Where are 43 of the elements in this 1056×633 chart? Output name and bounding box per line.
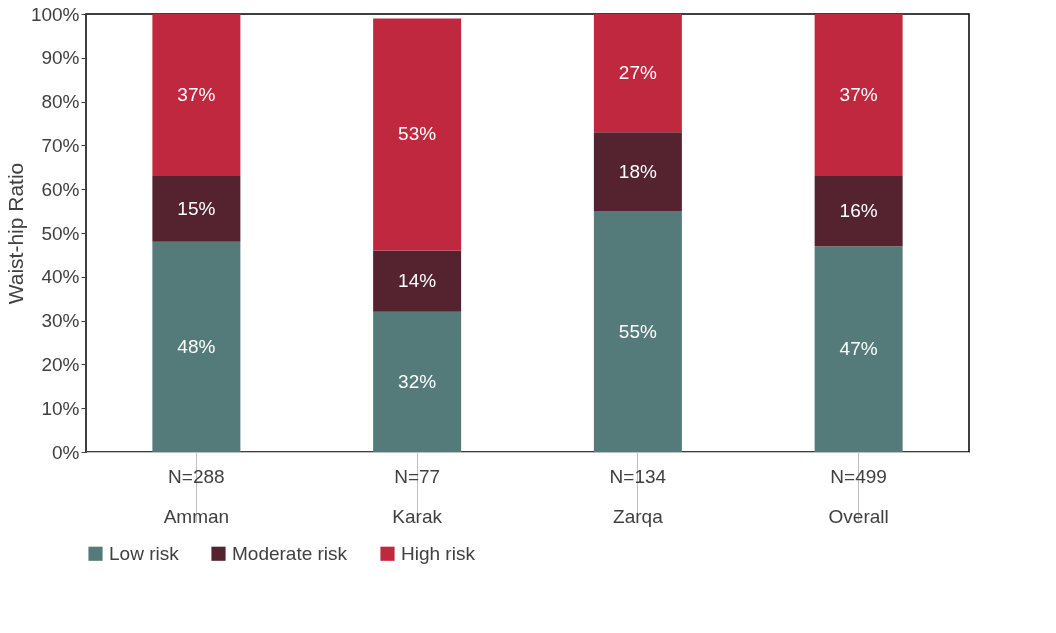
y-tick-label: 50% xyxy=(41,222,80,244)
legend-label: Low risk xyxy=(109,542,180,564)
text: 16% xyxy=(839,200,878,222)
text: 14% xyxy=(398,270,437,292)
text: 18% xyxy=(618,160,657,182)
bar xyxy=(814,246,903,452)
y-tick-label: 60% xyxy=(41,178,80,200)
text: 53% xyxy=(398,123,437,145)
text: 48% xyxy=(177,335,216,357)
y-tick-label: 70% xyxy=(41,134,80,156)
text: 47% xyxy=(839,338,878,360)
text: 15% xyxy=(177,197,216,219)
text: 55% xyxy=(618,320,657,342)
bar xyxy=(373,250,462,312)
y-tick-label: 100% xyxy=(30,3,80,25)
y-tick-label: 40% xyxy=(41,266,80,288)
bar xyxy=(593,14,682,133)
text: 37% xyxy=(839,84,878,106)
y-tick-label: 20% xyxy=(41,353,80,375)
bar xyxy=(152,14,241,177)
x-tick-label: N=134 Zarqa xyxy=(609,465,667,527)
bar xyxy=(593,211,682,452)
x-tick-label: N=77 Karak xyxy=(392,465,443,527)
y-tick-label: 90% xyxy=(41,47,80,69)
y-tick-label: 80% xyxy=(41,91,80,113)
bar xyxy=(593,132,682,212)
y-axis-title: Waist-hip Ratio xyxy=(3,162,27,305)
y-tick-label: 30% xyxy=(41,310,80,332)
bar xyxy=(152,241,241,452)
y-tick-label: 0% xyxy=(52,441,80,463)
legend-label: Moderate risk xyxy=(232,542,348,564)
text: 27% xyxy=(618,62,657,84)
bar xyxy=(814,14,903,177)
y-tick-label: 10% xyxy=(41,397,80,419)
bar xyxy=(152,176,241,242)
bar xyxy=(814,176,903,247)
text: 32% xyxy=(398,370,437,392)
bar xyxy=(373,311,462,452)
legend-label: High risk xyxy=(401,542,476,564)
text: 37% xyxy=(177,84,216,106)
x-tick-label: N=499 Overall xyxy=(828,465,889,527)
bar xyxy=(373,18,462,251)
x-tick-label: N=288 Amman xyxy=(163,465,230,527)
